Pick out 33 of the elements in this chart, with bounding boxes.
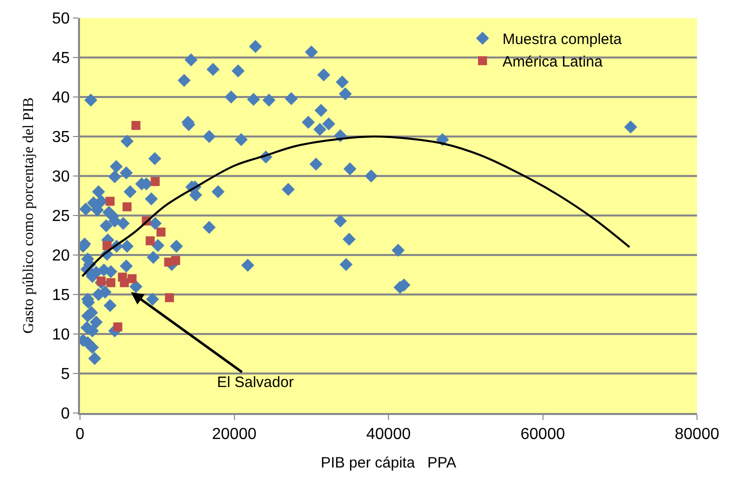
point [122, 202, 132, 212]
legend-label: América Latina [502, 54, 604, 71]
point [150, 177, 160, 186]
y-tick-label: 25 [52, 208, 70, 226]
x-axis-title: PIB per cápita PPA [320, 454, 456, 472]
point [171, 256, 180, 266]
x-tick-label: 0 [76, 426, 85, 444]
y-tick-label: 30 [52, 168, 70, 186]
y-tick-label: 0 [60, 406, 70, 423]
x-tick-label: 60000 [520, 426, 566, 444]
y-tick-label: 15 [52, 287, 70, 304]
point [146, 236, 155, 246]
point [128, 274, 137, 284]
x-tick-label: 20000 [212, 426, 257, 444]
annotation: El Salvador [217, 374, 294, 391]
y-tick-label: 50 [52, 10, 70, 28]
y-tick-label: 10 [52, 326, 70, 344]
point [120, 278, 129, 288]
point [106, 278, 116, 288]
legend-label: Muestra completa [502, 31, 622, 48]
point [106, 196, 115, 206]
y-tick-label: 5 [60, 366, 70, 384]
y-tick-label: 35 [52, 129, 70, 146]
y-tick-label: 40 [52, 90, 70, 107]
point [102, 241, 112, 250]
y-tick-label: 45 [52, 50, 70, 68]
y-tick-label: 20 [52, 248, 70, 265]
x-tick-label: 40000 [366, 426, 411, 444]
x-tick-label: 80000 [674, 426, 720, 444]
y-axis-title: Gasto público como porcentaje del PIB [20, 97, 37, 334]
point [164, 293, 174, 302]
point [131, 120, 140, 130]
point [156, 228, 166, 237]
